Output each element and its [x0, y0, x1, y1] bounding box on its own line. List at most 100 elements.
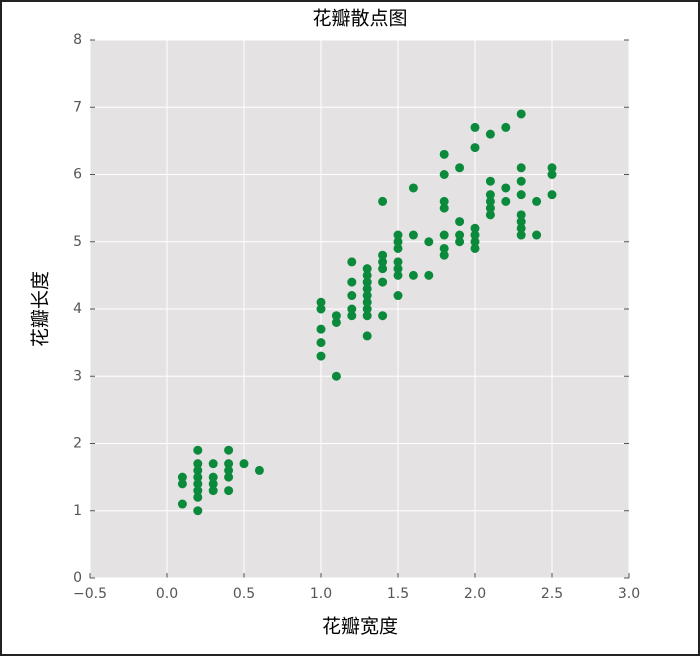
point	[208, 472, 218, 482]
y-tick-label: 8	[73, 32, 82, 48]
point	[516, 223, 526, 233]
point	[439, 250, 449, 260]
point	[177, 499, 187, 509]
point	[316, 351, 326, 361]
point	[193, 506, 203, 516]
point	[424, 237, 434, 247]
point	[470, 237, 480, 247]
point	[439, 203, 449, 213]
point	[378, 257, 388, 267]
point	[408, 230, 418, 240]
point	[331, 317, 341, 327]
point	[516, 210, 526, 220]
x-tick-label: 0.5	[233, 586, 255, 602]
y-tick-label: 4	[73, 301, 82, 317]
y-tick-label: 2	[73, 436, 82, 452]
point	[547, 170, 557, 179]
point	[547, 163, 557, 173]
x-tick-label: 3.0	[618, 586, 640, 602]
point	[501, 122, 511, 132]
point	[455, 217, 465, 227]
point	[347, 257, 357, 267]
point	[347, 311, 357, 321]
point	[378, 311, 388, 321]
point	[485, 176, 495, 186]
point	[316, 297, 326, 307]
point	[470, 223, 480, 233]
x-tick-label: 1.0	[310, 586, 332, 602]
point	[501, 196, 511, 206]
point	[485, 129, 495, 139]
point	[408, 183, 418, 193]
point	[331, 311, 341, 321]
point	[408, 270, 418, 280]
point	[208, 459, 218, 469]
point	[516, 217, 526, 227]
point	[331, 371, 341, 381]
point	[532, 196, 542, 206]
point	[470, 243, 480, 253]
point	[485, 190, 495, 200]
point	[393, 270, 403, 280]
point	[393, 230, 403, 240]
point	[393, 257, 403, 267]
point	[316, 338, 326, 348]
point	[378, 277, 388, 287]
chart-title: 花瓣散点图	[312, 7, 407, 29]
point	[224, 486, 234, 496]
point	[439, 170, 449, 179]
point	[393, 237, 403, 247]
point	[362, 304, 372, 314]
point	[378, 250, 388, 260]
point	[470, 143, 480, 153]
point	[254, 465, 264, 475]
point	[224, 465, 234, 475]
point	[455, 237, 465, 247]
point	[378, 196, 388, 206]
point	[501, 183, 511, 193]
point	[547, 190, 557, 200]
point	[193, 486, 203, 496]
point	[177, 472, 187, 482]
point	[439, 243, 449, 253]
y-tick-label: 1	[73, 503, 82, 519]
point	[393, 264, 403, 274]
point	[439, 196, 449, 206]
x-tick-label: 2.0	[464, 586, 486, 602]
point	[316, 324, 326, 334]
point	[193, 445, 203, 455]
point	[485, 203, 495, 213]
point	[362, 297, 372, 307]
point	[378, 264, 388, 274]
point	[516, 230, 526, 240]
point	[177, 479, 187, 489]
point	[347, 291, 357, 301]
point	[362, 291, 372, 301]
point	[393, 291, 403, 301]
point	[362, 270, 372, 280]
x-tick-label: 0.0	[156, 586, 178, 602]
x-tick-label: −0.5	[73, 586, 107, 602]
point	[470, 122, 480, 132]
point	[239, 459, 249, 469]
point	[439, 230, 449, 240]
point	[224, 459, 234, 469]
point	[316, 304, 326, 314]
point	[516, 190, 526, 200]
point	[439, 149, 449, 159]
y-tick-label: 5	[73, 234, 82, 250]
point	[347, 304, 357, 314]
y-tick-label: 7	[73, 99, 82, 115]
point	[193, 459, 203, 469]
point	[470, 230, 480, 240]
x-tick-label: 1.5	[387, 586, 409, 602]
y-tick-label: 6	[73, 167, 82, 183]
point	[208, 479, 218, 489]
y-tick-label: 3	[73, 368, 82, 384]
point	[208, 486, 218, 496]
point	[455, 230, 465, 240]
point	[516, 163, 526, 173]
x-axis-label: 花瓣宽度	[322, 615, 398, 637]
point	[424, 270, 434, 280]
